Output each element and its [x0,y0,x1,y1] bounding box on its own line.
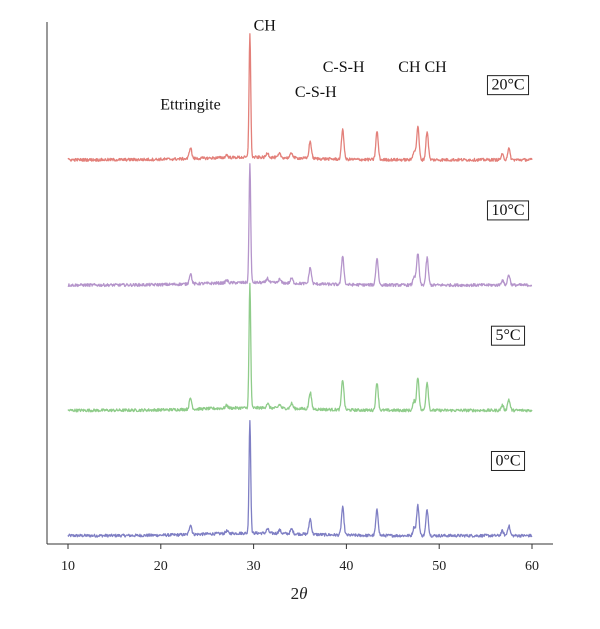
x-axis-title: 2θ [291,584,308,603]
peak-annotation: Ettringite [160,97,220,114]
peak-annotation: C-S-H [295,84,337,101]
peak-annotations: Ettringite CH C-S-H C-S-H CH CH [160,17,447,113]
x-tick-label: 30 [247,559,261,574]
series-label-0: 0°C [495,452,520,469]
series-labels: 0°C 5°C 10°C 20°C [486,75,530,471]
x-tick-label: 40 [339,559,353,574]
series-label-box-3 [486,75,530,96]
series-line-1 [67,282,533,413]
series-group [67,33,533,538]
peak-annotation: CH CH [398,59,447,76]
x-tick-label: 10 [61,559,75,574]
x-ticks: 10 20 30 40 50 60 [61,544,539,574]
series-label-box-2 [486,200,530,221]
series-line-2 [67,163,533,288]
x-tick-label: 50 [432,559,446,574]
peak-annotation: C-S-H [323,59,365,76]
series-line-0 [67,419,533,538]
series-label-3: 20°C [491,77,524,94]
series-label-2: 10°C [491,202,524,219]
x-tick-label: 20 [154,559,168,574]
plot-frame [46,22,553,545]
x-axis-title-base: 2 [291,584,300,603]
series-label-box-0 [490,450,526,471]
series-label-box-1 [490,325,526,346]
x-axis-title-symbol: θ [299,584,307,603]
series-label-1: 5°C [495,327,520,344]
peak-annotation: CH [254,17,277,34]
series-line-3 [67,33,533,162]
x-tick-label: 60 [525,559,539,574]
